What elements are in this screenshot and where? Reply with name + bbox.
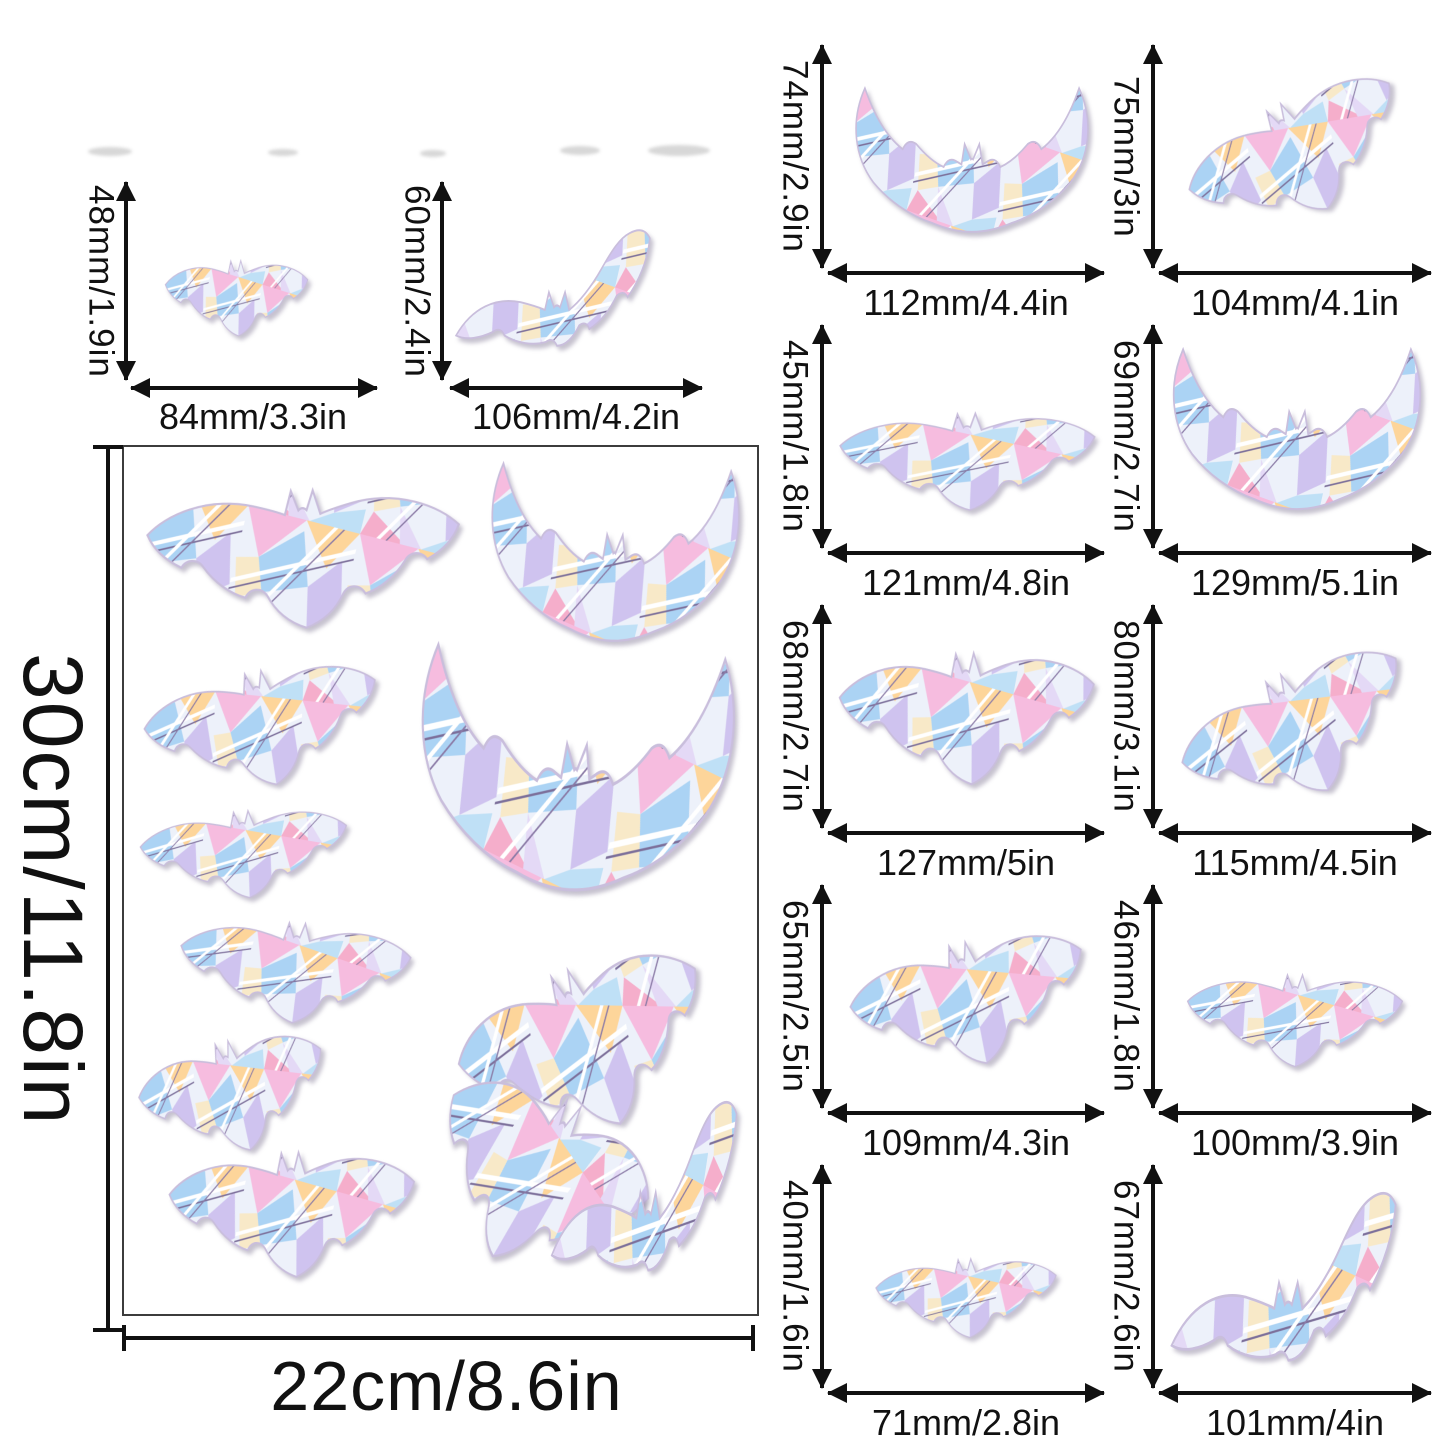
bat-height-label: 67mm/2.6in	[1106, 1180, 1146, 1373]
bat-sticker	[1170, 1191, 1398, 1362]
bat-height-label: 75mm/3in	[1106, 75, 1146, 238]
bat-sticker	[840, 914, 1103, 1093]
top-edge-smudge	[560, 146, 600, 155]
width-dimension-arrow	[1159, 271, 1431, 275]
bat-height-label: 65mm/2.5in	[775, 900, 815, 1093]
bat-width-label: 71mm/2.8in	[871, 1402, 1061, 1443]
bat-width-label: 109mm/4.3in	[861, 1122, 1071, 1163]
bat-width-label: 129mm/5.1in	[1190, 562, 1400, 603]
top-edge-smudge	[268, 149, 298, 156]
height-dimension-arrow	[820, 1165, 824, 1388]
bat-height-label: 45mm/1.8in	[775, 340, 815, 533]
height-dimension-arrow	[440, 182, 444, 380]
height-dimension-arrow	[1151, 45, 1155, 268]
bat-sticker	[838, 408, 1098, 516]
width-dimension-arrow	[828, 271, 1104, 275]
bat-sticker	[136, 647, 393, 810]
bat-width-label: 121mm/4.8in	[861, 562, 1071, 603]
bat-height-label: 69mm/2.7in	[1106, 340, 1146, 533]
bat-sticker	[1186, 974, 1404, 1068]
bat-sticker	[1173, 53, 1429, 263]
width-dimension-arrow	[828, 1111, 1104, 1115]
height-dimension-arrow	[1151, 885, 1155, 1108]
bat-sticker	[163, 257, 311, 339]
bat-width-label: 104mm/4.1in	[1190, 282, 1400, 323]
bat-sticker	[550, 1100, 738, 1272]
bat-sticker	[855, 87, 1089, 233]
bat-sticker	[836, 646, 1100, 792]
width-dimension-arrow	[1159, 831, 1431, 835]
bat-width-label: 115mm/4.5in	[1192, 842, 1398, 883]
top-edge-smudge	[648, 145, 710, 156]
width-dimension-arrow	[828, 1391, 1104, 1395]
height-dimension-arrow	[820, 325, 824, 548]
width-dimension-arrow	[1159, 1391, 1431, 1395]
bat-height-label: 74mm/2.9in	[775, 60, 815, 253]
bat-height-label: 46mm/1.8in	[1106, 900, 1146, 1093]
sheet-width-label: 22cm/8.6in	[270, 1347, 623, 1425]
height-dimension-arrow	[1151, 325, 1155, 548]
top-edge-smudge	[420, 150, 446, 157]
bat-sticker	[455, 229, 651, 347]
width-dimension-arrow	[131, 386, 377, 390]
bat-height-label: 80mm/3.1in	[1106, 620, 1146, 813]
bat-width-label: 127mm/5in	[876, 842, 1056, 883]
bat-sticker	[1172, 348, 1422, 511]
height-dimension-arrow	[1151, 605, 1155, 828]
bat-sticker	[412, 642, 739, 900]
height-dimension-arrow	[820, 45, 824, 268]
width-dimension-arrow	[828, 551, 1104, 555]
bat-sticker	[873, 1252, 1061, 1345]
sheet-width-dimension-line	[122, 1336, 755, 1340]
bat-sticker	[137, 800, 354, 910]
top-edge-smudge	[88, 147, 132, 156]
bat-height-label: 48mm/1.9in	[81, 184, 121, 378]
bat-height-label: 68mm/2.7in	[775, 620, 815, 813]
bat-sticker	[1165, 625, 1436, 844]
bat-width-label: 106mm/4.2in	[471, 396, 681, 437]
bat-width-label: 112mm/4.4in	[863, 282, 1069, 323]
width-dimension-arrow	[450, 386, 702, 390]
width-dimension-arrow	[1159, 1111, 1431, 1115]
bat-width-label: 84mm/3.3in	[158, 396, 348, 437]
height-dimension-arrow	[1151, 1165, 1155, 1388]
bat-width-label: 100mm/3.9in	[1190, 1122, 1400, 1163]
height-dimension-arrow	[820, 605, 824, 828]
sticker-sheet	[122, 445, 759, 1316]
bat-height-label: 60mm/2.4in	[397, 184, 437, 378]
sheet-height-dimension-line	[106, 445, 110, 1332]
width-dimension-arrow	[828, 831, 1104, 835]
height-dimension-arrow	[820, 885, 824, 1108]
width-dimension-arrow	[1159, 551, 1431, 555]
bat-sticker	[144, 484, 464, 635]
bat-height-label: 40mm/1.6in	[775, 1180, 815, 1373]
bat-width-label: 101mm/4in	[1205, 1402, 1385, 1443]
sheet-height-label: 30cm/11.8in	[6, 653, 100, 1127]
height-dimension-arrow	[124, 182, 128, 380]
